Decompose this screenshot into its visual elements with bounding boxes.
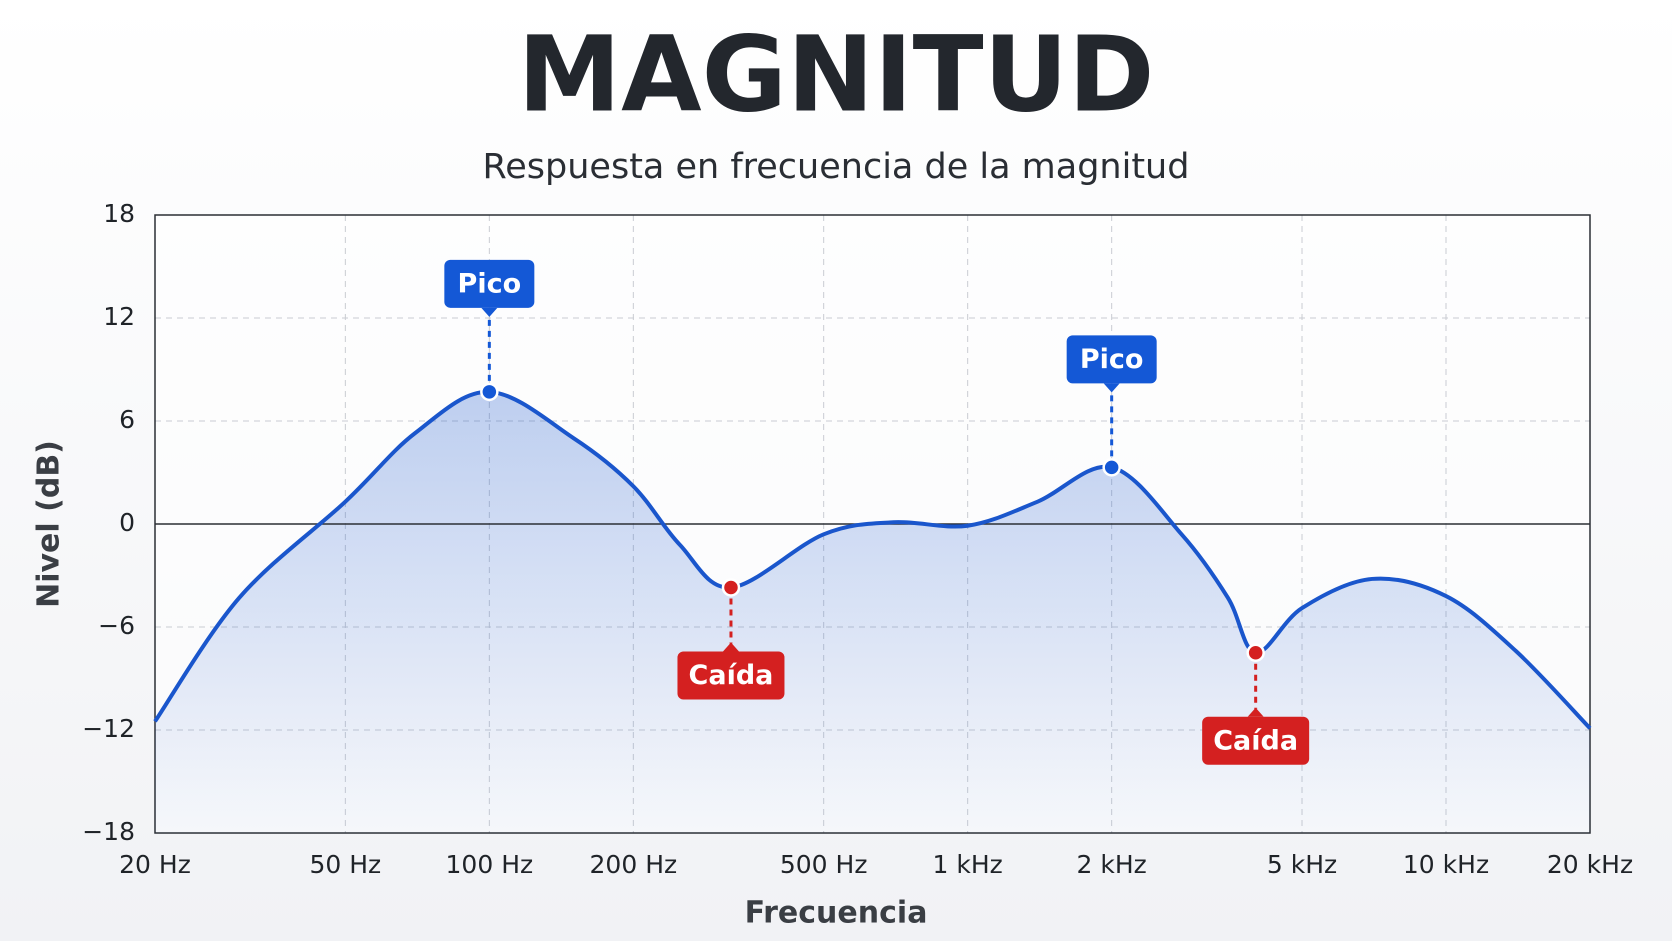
x-tick-label: 5 kHz (1267, 850, 1337, 879)
y-tick-label: 6 (119, 405, 135, 434)
annotation-box (1202, 716, 1310, 765)
y-tick-label: 12 (103, 302, 135, 331)
x-tick-label: 500 Hz (780, 850, 868, 879)
annotation: Caída (1202, 643, 1310, 765)
annotation-point (480, 382, 499, 402)
annotation-label: Pico (1080, 344, 1144, 375)
y-tick-label: −12 (82, 714, 135, 743)
x-tick-label: 2 kHz (1077, 850, 1147, 879)
x-tick-label: 20 kHz (1547, 850, 1633, 879)
annotation-point (1102, 458, 1121, 477)
annotation-pointer (481, 307, 498, 317)
y-axis-label: Nivel (dB) (32, 440, 67, 608)
annotation-box (1066, 335, 1157, 384)
annotation-label: Caída (689, 660, 774, 691)
x-tick-label: 20 Hz (119, 850, 191, 879)
y-tick-label: −18 (82, 817, 135, 846)
x-tick-label: 200 Hz (590, 850, 678, 879)
annotation-label: Caída (1213, 725, 1298, 756)
annotation-box (444, 259, 535, 308)
y-tick-label: 18 (103, 199, 135, 228)
annotation-box (677, 651, 785, 700)
curve (153, 389, 1592, 730)
x-tick-label: 100 Hz (446, 850, 534, 879)
y-tick-label: 0 (119, 508, 135, 537)
x-axis-label: Frecuencia (745, 896, 928, 931)
annotation-point (1246, 643, 1265, 662)
x-tick-label: 10 kHz (1403, 850, 1489, 879)
annotation-pointer (722, 642, 739, 652)
annotation: Pico (444, 259, 535, 402)
x-tick-label: 1 kHz (933, 850, 1003, 879)
annotation-pointer (1247, 707, 1264, 717)
x-tick-label: 50 Hz (310, 850, 382, 879)
annotation-point (721, 578, 741, 597)
annotation: Caída (677, 578, 785, 700)
chart-title: MAGNITUD (518, 13, 1155, 135)
annotation: Pico (1066, 335, 1157, 477)
annotation-label: Pico (458, 268, 522, 299)
chart-subtitle: Respuesta en frecuencia de la magnitud (483, 147, 1190, 187)
y-tick-label: −6 (98, 611, 135, 640)
annotation-pointer (1103, 383, 1120, 393)
